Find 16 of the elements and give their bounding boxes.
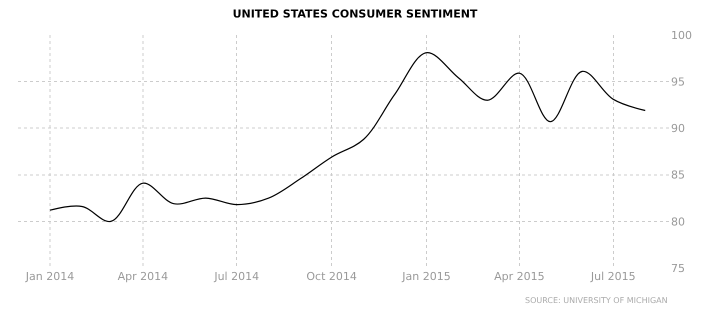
line-series [49,52,646,222]
x-tick-label: Apr 2015 [494,270,545,283]
y-tick-label: 85 [671,168,685,182]
y-tick-label: 95 [671,75,685,88]
x-tick-label: Jul 2014 [213,270,260,283]
x-tick-label: Apr 2014 [118,270,168,283]
x-tick-label: Jan 2015 [401,270,451,283]
chart-title: UNITED STATES CONSUMER SENTIMENT [232,7,478,20]
source-note: SOURCE: UNIVERSITY OF MICHIGAN [525,296,668,305]
y-tick-label: 90 [671,122,685,136]
y-tick-label: 80 [671,215,685,228]
x-tick-label: Jan 2014 [24,270,74,283]
x-tick-label: Oct 2014 [306,270,357,283]
y-tick-label: 75 [671,262,685,275]
y-tick-label: 100 [671,28,692,42]
x-tick-label: Jul 2015 [590,270,636,283]
